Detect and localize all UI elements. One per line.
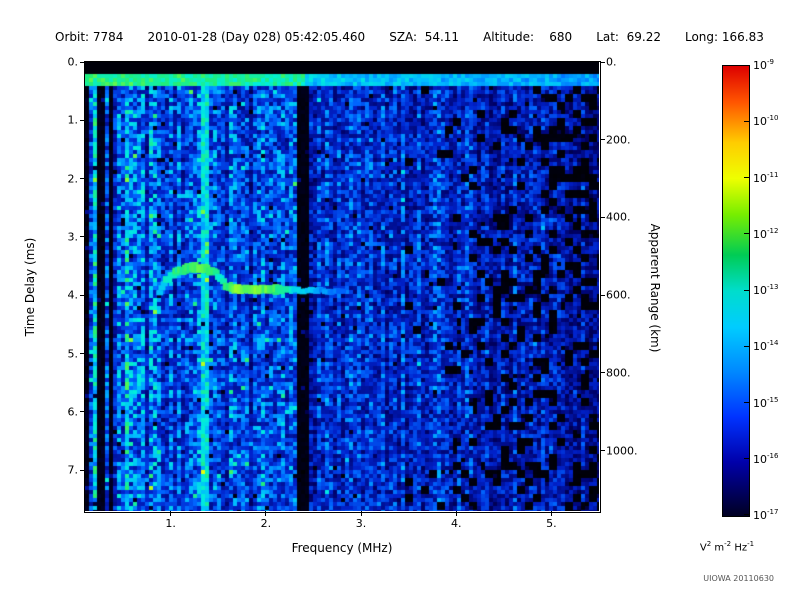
watermark: UIOWA 20110630 bbox=[703, 574, 774, 583]
colorbar-tick-label: 10-14 bbox=[753, 339, 779, 354]
y-left-tick-label: 3. bbox=[67, 230, 79, 244]
colorbar-tick-label: 10-16 bbox=[753, 451, 779, 466]
y-left-tick-label: 1. bbox=[67, 113, 79, 127]
y-right-tick-label: 1000. bbox=[606, 444, 638, 458]
colorbar-tick-label: 10-13 bbox=[753, 283, 779, 297]
colorbar-tick-mark bbox=[744, 233, 749, 235]
y-left-tick-label: 4. bbox=[67, 288, 79, 302]
y-right-tick-label: 400. bbox=[606, 210, 631, 224]
colorbar-tick-mark bbox=[744, 513, 749, 515]
y-left-tick-mark bbox=[80, 411, 85, 413]
y-left-tick-mark bbox=[80, 469, 85, 471]
y-right-tick-mark bbox=[600, 450, 605, 452]
y-right-tick-mark bbox=[600, 294, 605, 296]
x-tick-mark bbox=[170, 511, 172, 516]
y-left-tick-mark bbox=[80, 294, 85, 296]
colorbar-tick-mark bbox=[744, 289, 749, 291]
colorbar-gradient bbox=[722, 65, 750, 517]
colorbar-tick-mark bbox=[744, 458, 749, 460]
datetime-field: 2010-01-28 (Day 028) 05:42:05.460 bbox=[147, 30, 366, 44]
colorbar-tick-label: 10-17 bbox=[753, 508, 779, 522]
spectrogram-canvas bbox=[85, 62, 599, 511]
y-left-tick-mark bbox=[80, 178, 85, 180]
x-tick-label: 3. bbox=[355, 517, 367, 530]
x-tick-mark bbox=[550, 511, 552, 516]
colorbar-tick-mark bbox=[744, 120, 749, 122]
y-left-tick-mark bbox=[80, 353, 85, 355]
colorbar-tick-label: 10-10 bbox=[753, 114, 779, 129]
x-tick-label: 4. bbox=[450, 517, 462, 530]
y-axis-left-label: Time Delay (ms) bbox=[23, 237, 37, 337]
y-left-tick-mark bbox=[80, 236, 85, 238]
y-left-tick-label: 0. bbox=[67, 55, 79, 69]
orbit-field: Orbit: 7784 bbox=[55, 30, 124, 44]
colorbar-tick-mark bbox=[744, 402, 749, 403]
y-right-tick-mark bbox=[600, 372, 605, 374]
y-left-tick-mark bbox=[80, 61, 85, 63]
colorbar-tick-label: 10-15 bbox=[753, 395, 779, 410]
y-axis-right-label: Apparent Range (km) bbox=[648, 223, 662, 353]
colorbar-tick-label: 10-12 bbox=[753, 226, 779, 241]
y-right-tick-mark bbox=[600, 61, 605, 63]
x-tick-mark bbox=[360, 511, 362, 516]
y-right-tick-mark bbox=[600, 216, 605, 218]
x-axis-label: Frequency (MHz) bbox=[291, 541, 393, 555]
y-left-tick-label: 2. bbox=[67, 172, 79, 186]
colorbar-tick-label: 10-9 bbox=[753, 58, 774, 72]
x-tick-label: 2. bbox=[260, 517, 272, 530]
longitude-field: Long: 166.83 bbox=[684, 30, 764, 44]
y-left-tick-label: 6. bbox=[67, 405, 79, 419]
y-left-tick-mark bbox=[80, 119, 85, 121]
y-left-tick-label: 5. bbox=[67, 347, 79, 361]
x-tick-label: 5. bbox=[546, 517, 557, 530]
y-right-tick-label: 200. bbox=[606, 133, 631, 147]
colorbar-unit-label: V2 m-2 Hz-1 bbox=[699, 540, 755, 554]
sza-field: SZA: 54.11 bbox=[389, 30, 460, 44]
colorbar-tick-mark bbox=[744, 345, 749, 347]
y-right-tick-label: 0. bbox=[606, 55, 617, 69]
x-tick-mark bbox=[265, 511, 267, 516]
plot-frame bbox=[84, 61, 601, 513]
x-tick-mark bbox=[455, 511, 457, 516]
y-right-tick-mark bbox=[600, 139, 605, 141]
header: Orbit: 7784 2010-01-28 (Day 028) 05:42:0… bbox=[55, 30, 790, 44]
y-right-tick-label: 800. bbox=[606, 366, 631, 380]
y-right-tick-label: 600. bbox=[606, 288, 631, 302]
x-tick-label: 1. bbox=[165, 517, 176, 530]
colorbar-tick-mark bbox=[744, 177, 749, 178]
colorbar-tick-mark bbox=[744, 64, 749, 66]
colorbar-tick-label: 10-11 bbox=[753, 170, 779, 185]
latitude-field: Lat: 69.22 bbox=[596, 30, 661, 44]
altitude-field: Altitude: 680 bbox=[483, 30, 573, 44]
y-left-tick-label: 7. bbox=[67, 463, 79, 477]
